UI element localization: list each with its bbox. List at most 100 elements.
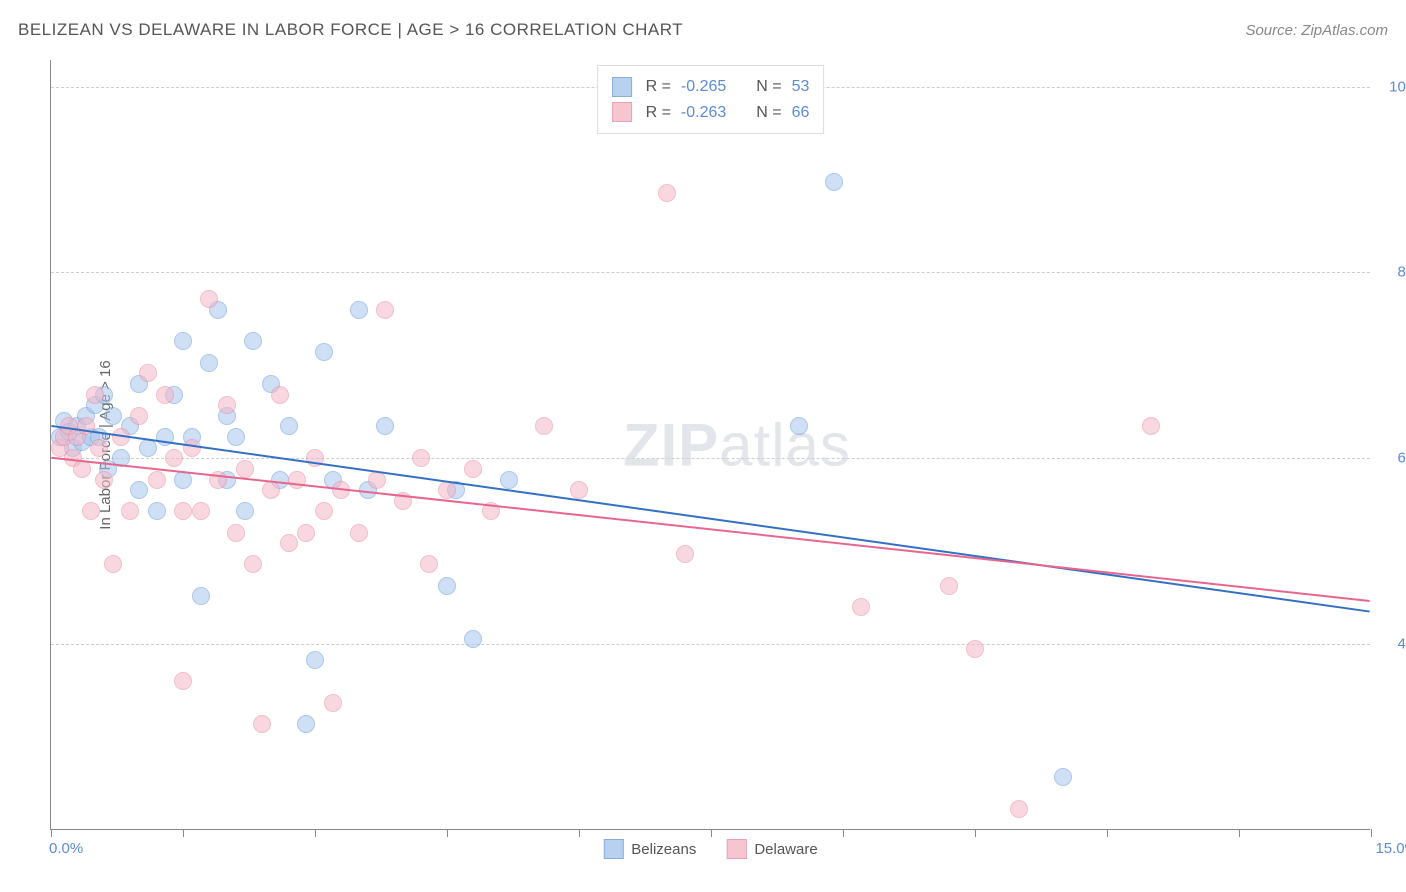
x-tick xyxy=(579,829,580,837)
legend-n-label: N = xyxy=(756,100,781,126)
scatter-point-delaware xyxy=(165,449,183,467)
scatter-point-delaware xyxy=(209,471,227,489)
scatter-point-delaware xyxy=(535,417,553,435)
legend-n-value: 66 xyxy=(792,100,810,126)
legend-swatch-icon xyxy=(612,77,632,97)
scatter-point-delaware xyxy=(218,396,236,414)
y-tick-label: 100.0% xyxy=(1380,78,1406,95)
scatter-point-delaware xyxy=(315,502,333,520)
x-tick xyxy=(315,829,316,837)
scatter-point-delaware xyxy=(676,545,694,563)
scatter-point-delaware xyxy=(121,502,139,520)
scatter-point-delaware xyxy=(95,471,113,489)
scatter-point-delaware xyxy=(77,417,95,435)
x-tick xyxy=(1107,829,1108,837)
scatter-point-delaware xyxy=(940,577,958,595)
scatter-point-delaware xyxy=(368,471,386,489)
y-tick-label: 65.0% xyxy=(1380,450,1406,467)
y-tick-label: 82.5% xyxy=(1380,264,1406,281)
scatter-point-belizeans xyxy=(350,301,368,319)
scatter-point-delaware xyxy=(156,386,174,404)
scatter-point-belizeans xyxy=(500,471,518,489)
scatter-point-delaware xyxy=(412,449,430,467)
scatter-point-belizeans xyxy=(130,481,148,499)
scatter-point-delaware xyxy=(464,460,482,478)
scatter-point-delaware xyxy=(350,524,368,542)
scatter-point-delaware xyxy=(288,471,306,489)
scatter-point-delaware xyxy=(183,439,201,457)
scatter-point-delaware xyxy=(244,555,262,573)
scatter-point-belizeans xyxy=(1054,768,1072,786)
scatter-point-delaware xyxy=(852,598,870,616)
scatter-point-delaware xyxy=(148,471,166,489)
scatter-point-belizeans xyxy=(192,587,210,605)
x-tick xyxy=(975,829,976,837)
chart-title: BELIZEAN VS DELAWARE IN LABOR FORCE | AG… xyxy=(18,20,683,40)
scatter-point-belizeans xyxy=(244,332,262,350)
scatter-point-delaware xyxy=(236,460,254,478)
legend-series-label: Delaware xyxy=(754,841,817,858)
scatter-point-delaware xyxy=(86,386,104,404)
scatter-point-belizeans xyxy=(148,502,166,520)
scatter-point-delaware xyxy=(306,449,324,467)
scatter-point-delaware xyxy=(1010,800,1028,818)
chart-source: Source: ZipAtlas.com xyxy=(1245,22,1388,39)
legend-series: Belizeans Delaware xyxy=(603,839,817,859)
x-tick xyxy=(51,829,52,837)
scatter-point-delaware xyxy=(420,555,438,573)
x-tick xyxy=(183,829,184,837)
scatter-point-delaware xyxy=(192,502,210,520)
scatter-point-belizeans xyxy=(297,715,315,733)
scatter-point-belizeans xyxy=(112,449,130,467)
scatter-point-belizeans xyxy=(438,577,456,595)
scatter-point-delaware xyxy=(1142,417,1160,435)
scatter-point-belizeans xyxy=(306,651,324,669)
scatter-point-delaware xyxy=(376,301,394,319)
scatter-point-belizeans xyxy=(174,332,192,350)
scatter-point-delaware xyxy=(174,672,192,690)
scatter-point-belizeans xyxy=(790,417,808,435)
scatter-point-delaware xyxy=(90,439,108,457)
y-tick-label: 47.5% xyxy=(1380,636,1406,653)
scatter-point-delaware xyxy=(227,524,245,542)
legend-series-delaware: Delaware xyxy=(726,839,817,859)
scatter-point-belizeans xyxy=(825,173,843,191)
legend-swatch-icon xyxy=(726,839,746,859)
legend-swatch-icon xyxy=(603,839,623,859)
legend-series-label: Belizeans xyxy=(631,841,696,858)
scatter-points xyxy=(51,60,1370,829)
scatter-point-belizeans xyxy=(236,502,254,520)
scatter-point-belizeans xyxy=(139,439,157,457)
x-tick xyxy=(1371,829,1372,837)
scatter-point-belizeans xyxy=(156,428,174,446)
legend-series-belizeans: Belizeans xyxy=(603,839,696,859)
scatter-point-delaware xyxy=(658,184,676,202)
legend-row-belizeans: R =-0.265N =53 xyxy=(612,74,810,100)
scatter-point-delaware xyxy=(324,694,342,712)
scatter-point-belizeans xyxy=(200,354,218,372)
scatter-point-delaware xyxy=(253,715,271,733)
scatter-point-delaware xyxy=(438,481,456,499)
scatter-point-delaware xyxy=(112,428,130,446)
legend-r-value: -0.265 xyxy=(681,74,726,100)
x-tick xyxy=(843,829,844,837)
x-tick xyxy=(1239,829,1240,837)
legend-r-label: R = xyxy=(646,74,671,100)
scatter-point-belizeans xyxy=(104,407,122,425)
scatter-point-belizeans xyxy=(376,417,394,435)
scatter-point-belizeans xyxy=(227,428,245,446)
scatter-point-delaware xyxy=(262,481,280,499)
legend-n-value: 53 xyxy=(792,74,810,100)
scatter-point-delaware xyxy=(297,524,315,542)
legend-correlation-box: R =-0.265N =53R =-0.263N =66 xyxy=(597,65,825,134)
scatter-point-belizeans xyxy=(174,471,192,489)
x-axis-max-label: 15.0% xyxy=(1375,840,1406,857)
scatter-point-delaware xyxy=(73,460,91,478)
scatter-point-belizeans xyxy=(280,417,298,435)
legend-row-delaware: R =-0.263N =66 xyxy=(612,100,810,126)
legend-swatch-icon xyxy=(612,102,632,122)
chart-header: BELIZEAN VS DELAWARE IN LABOR FORCE | AG… xyxy=(18,20,1388,40)
legend-r-label: R = xyxy=(646,100,671,126)
scatter-point-delaware xyxy=(966,640,984,658)
x-tick xyxy=(447,829,448,837)
